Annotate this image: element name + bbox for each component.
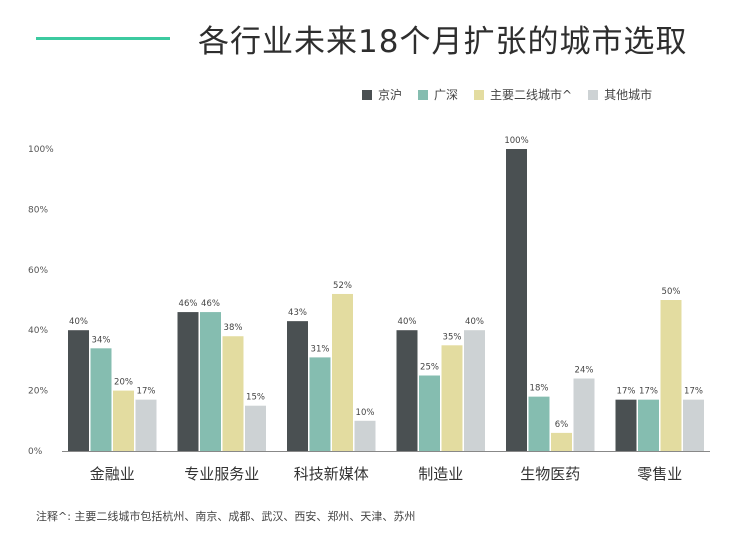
- bar-value-label: 15%: [246, 393, 265, 403]
- bar: [528, 396, 550, 451]
- bar: [309, 357, 331, 451]
- y-tick-label: 0%: [28, 447, 43, 457]
- bar-value-label: 6%: [555, 420, 569, 430]
- legend-swatch: [588, 89, 599, 100]
- bar: [200, 312, 221, 451]
- title-accent-line: [36, 37, 170, 40]
- y-tick-label: 20%: [28, 387, 48, 397]
- x-category-label: 零售业: [637, 465, 682, 483]
- bar-value-label: 38%: [224, 323, 243, 333]
- bar: [135, 399, 157, 451]
- bar: [464, 330, 485, 451]
- bar-value-label: 40%: [465, 317, 484, 327]
- bar: [396, 330, 418, 451]
- legend-item-beijing-shanghai: 京沪: [362, 86, 402, 103]
- bar: [177, 312, 199, 451]
- bar-value-label: 52%: [333, 281, 352, 291]
- bar: [573, 378, 595, 451]
- legend-label: 京沪: [378, 88, 403, 102]
- bar: [615, 399, 637, 451]
- bar: [113, 390, 134, 451]
- bar: [683, 399, 704, 451]
- bar-value-label: 10%: [356, 408, 375, 418]
- legend-swatch: [362, 89, 372, 100]
- bar-value-label: 34%: [92, 335, 111, 345]
- bar-value-label: 31%: [311, 344, 330, 354]
- legend-swatch: [474, 89, 485, 100]
- bar-value-label: 17%: [137, 387, 156, 397]
- y-tick-label: 60%: [28, 266, 48, 276]
- x-category-label: 金融业: [90, 465, 135, 483]
- legend-label: 广深: [434, 88, 459, 102]
- legend-item-other-cities: 其他城市: [588, 86, 652, 103]
- bar-value-label: 100%: [504, 136, 528, 146]
- bar: [506, 149, 527, 451]
- bar-value-label: 40%: [69, 317, 88, 327]
- footnote: 注释^: 主要二线城市包括杭州、南京、成都、武汉、西安、郑州、天津、苏州: [36, 510, 416, 523]
- x-category-label: 科技新媒体: [294, 465, 369, 483]
- bar: [222, 336, 244, 451]
- bar-value-label: 46%: [179, 299, 198, 309]
- bar: [287, 321, 308, 451]
- y-tick-label: 100%: [28, 145, 54, 155]
- x-category-label: 专业服务业: [184, 465, 259, 483]
- y-tick-label: 80%: [28, 205, 48, 215]
- bar-value-label: 20%: [114, 378, 133, 388]
- bar-value-label: 25%: [420, 363, 439, 373]
- bar-value-label: 17%: [639, 387, 658, 397]
- bar-value-label: 17%: [684, 387, 703, 397]
- bar: [90, 348, 112, 451]
- bar: [68, 330, 89, 451]
- bar-value-label: 24%: [575, 366, 594, 376]
- chart-legend: 京沪 广深 主要二线城市^ 其他城市: [362, 86, 652, 103]
- bar-value-label: 40%: [398, 317, 417, 327]
- bar: [332, 293, 353, 451]
- bar: [245, 405, 266, 451]
- legend-label: 主要二线城市^: [490, 88, 573, 102]
- bar-value-label: 50%: [662, 287, 681, 297]
- bar: [638, 399, 659, 451]
- bar: [660, 300, 682, 451]
- bar: [419, 375, 440, 451]
- bar: [354, 420, 376, 451]
- x-category-label: 生物医药: [520, 465, 580, 483]
- bar: [441, 345, 463, 451]
- legend-label: 其他城市: [604, 88, 653, 102]
- bar-value-label: 17%: [617, 387, 636, 397]
- bar-value-label: 43%: [288, 308, 307, 318]
- x-category-label: 制造业: [418, 465, 463, 483]
- bar-value-label: 46%: [201, 299, 220, 309]
- bar-value-label: 18%: [530, 384, 549, 394]
- legend-item-guangzhou-shenzhen: 广深: [418, 86, 458, 103]
- bar: [551, 432, 572, 451]
- bar-value-label: 35%: [443, 332, 462, 342]
- legend-item-tier2-cities: 主要二线城市^: [474, 86, 572, 103]
- y-tick-label: 40%: [28, 326, 48, 336]
- chart-title: 各行业未来18个月扩张的城市选取: [198, 24, 688, 60]
- legend-swatch: [418, 89, 429, 100]
